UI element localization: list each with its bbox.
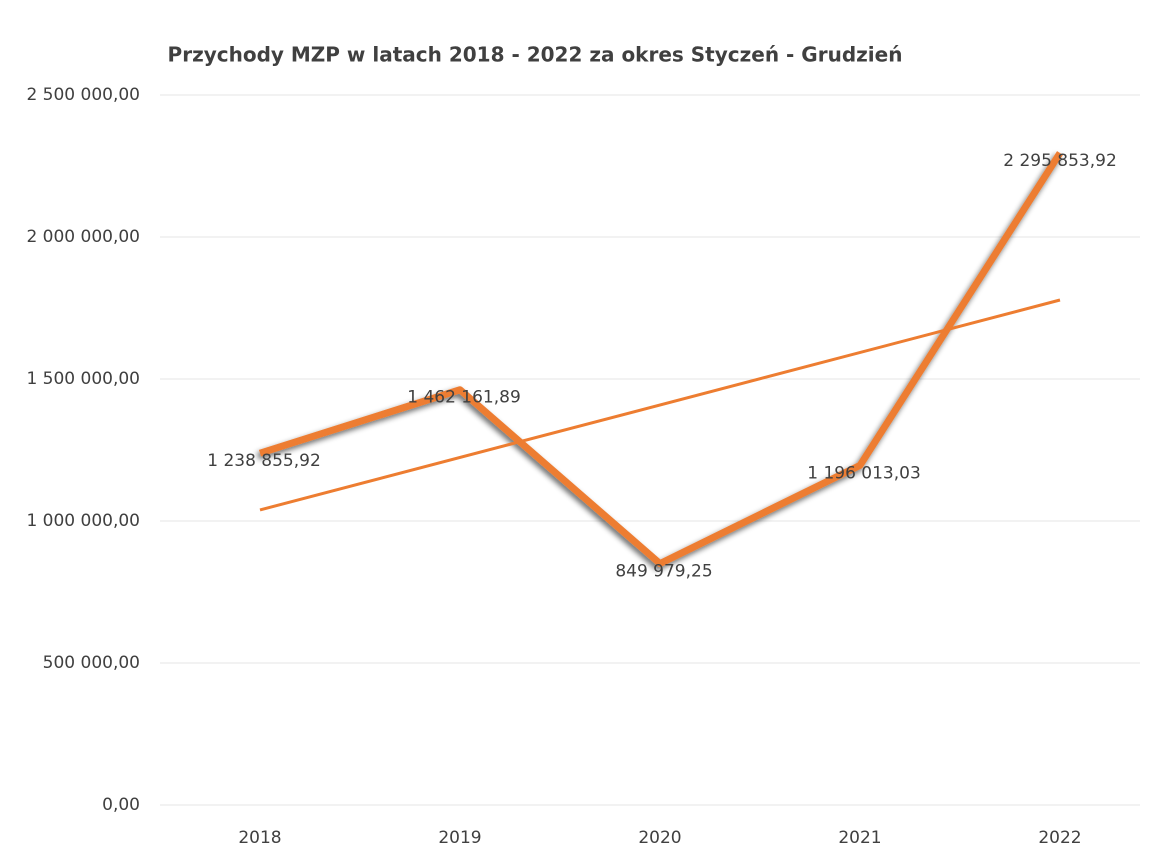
trendline (259, 298, 1061, 512)
data-label: 1 196 013,03 (807, 463, 921, 483)
y-tick-label: 1 000 000,00 (26, 511, 140, 531)
data-label: 2 295 853,92 (1003, 151, 1117, 171)
data-line (258, 151, 1063, 568)
x-tick-label: 2018 (238, 828, 281, 848)
x-tick-label: 2021 (838, 828, 881, 848)
data-label: 1 462 161,89 (407, 388, 521, 408)
y-tick-label: 1 500 000,00 (26, 369, 140, 389)
x-tick-label: 2020 (638, 828, 681, 848)
x-tick-label: 2022 (1038, 828, 1081, 848)
chart-title: Przychody MZP w latach 2018 - 2022 za ok… (168, 43, 903, 67)
y-tick-label: 500 000,00 (43, 653, 140, 673)
data-label: 1 238 855,92 (207, 451, 321, 471)
y-tick-label: 2 000 000,00 (26, 227, 140, 247)
data-label: 849 979,25 (615, 562, 712, 582)
y-tick-label: 0,00 (102, 795, 140, 815)
x-tick-label: 2019 (438, 828, 481, 848)
y-tick-label: 2 500 000,00 (26, 85, 140, 105)
